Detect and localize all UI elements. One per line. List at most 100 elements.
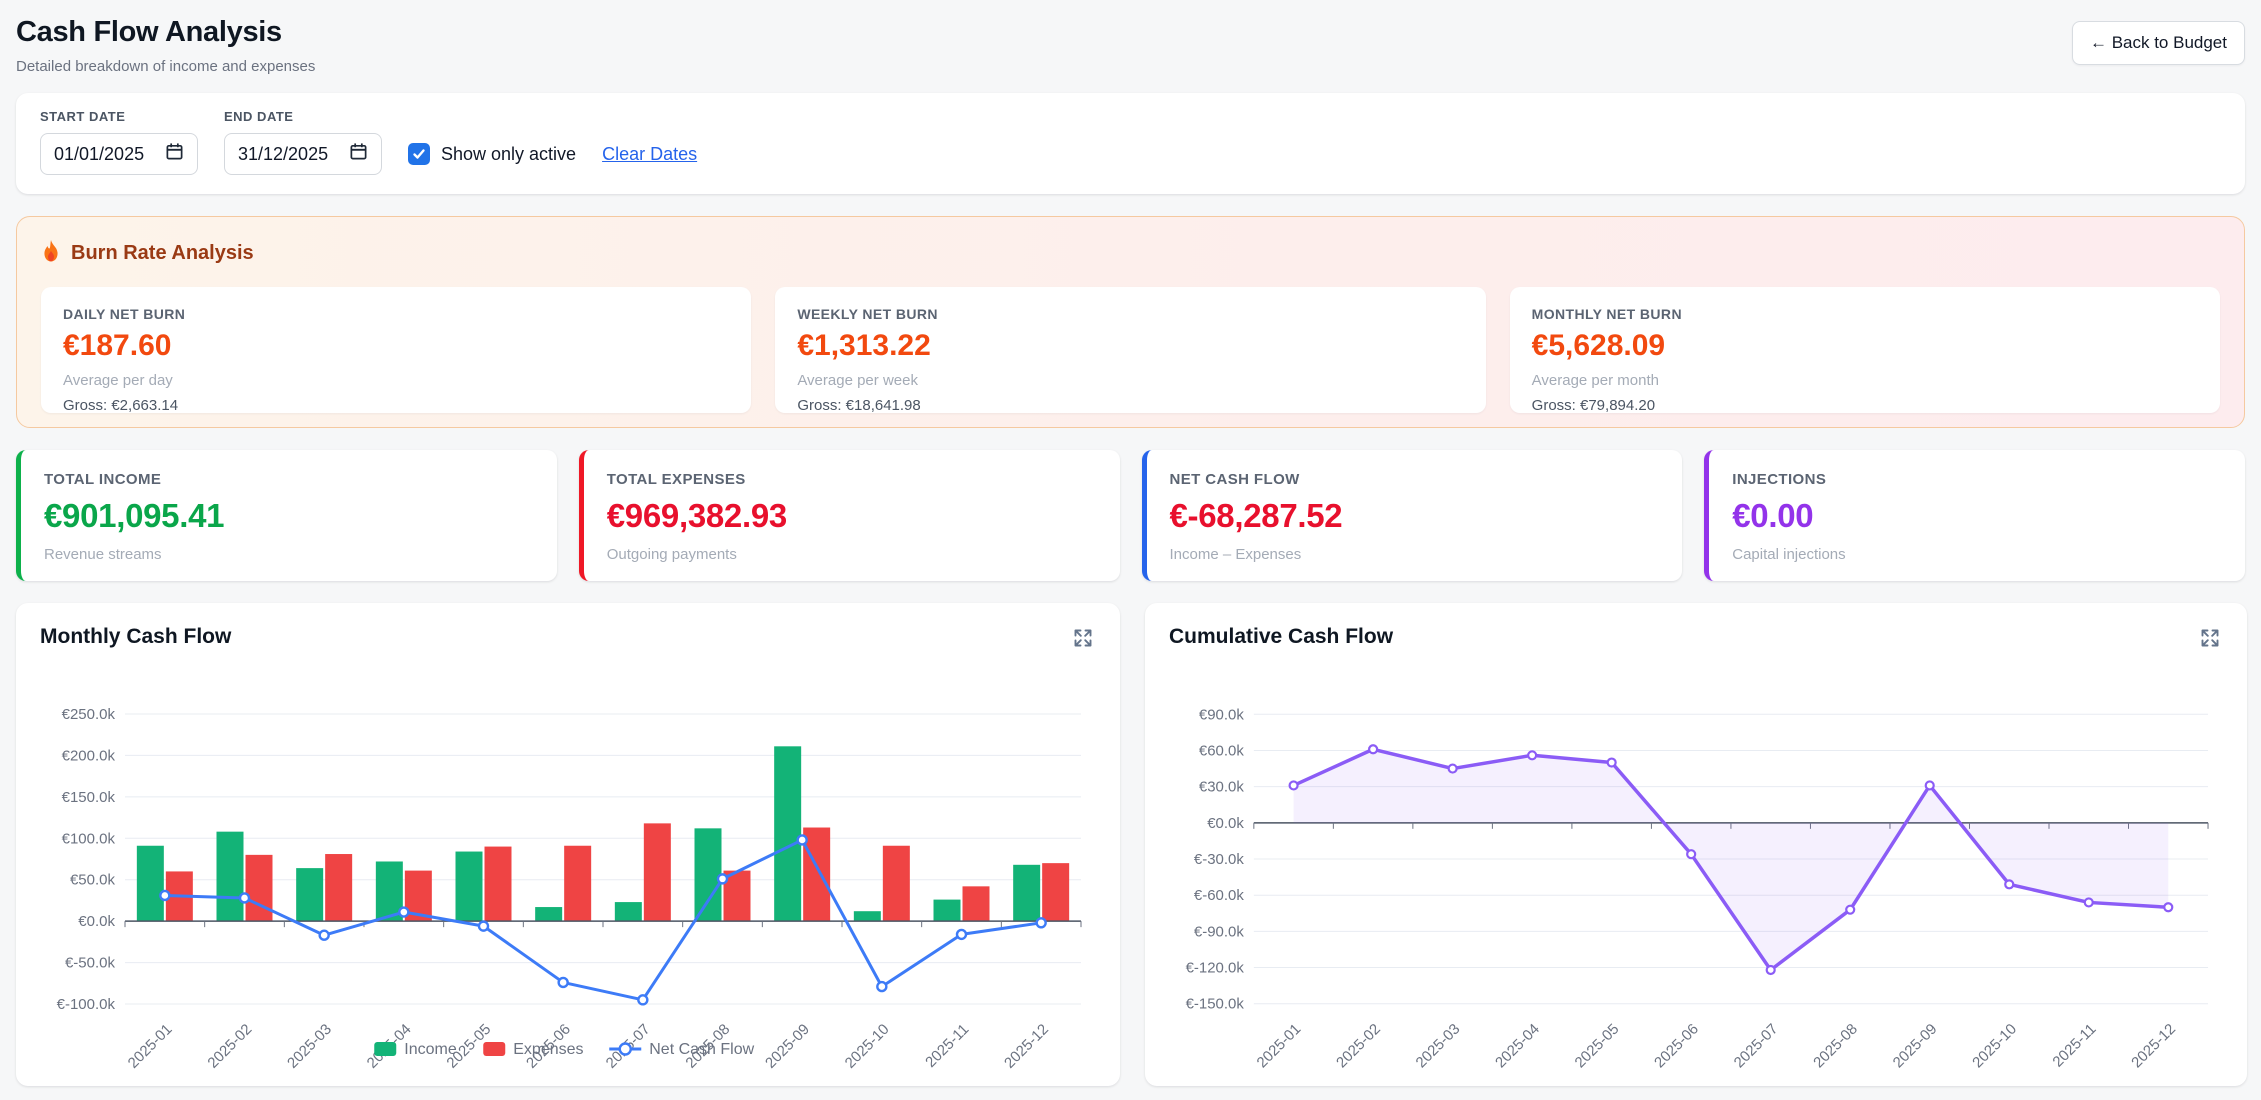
svg-text:2025-01: 2025-01	[125, 1021, 176, 1072]
svg-text:€60.0k: €60.0k	[1199, 742, 1244, 759]
svg-text:€150.0k: €150.0k	[62, 789, 116, 806]
end-date-value: 31/12/2025	[238, 144, 328, 165]
summary-card-value: €901,095.41	[44, 497, 534, 535]
show-only-active-label: Show only active	[441, 144, 576, 165]
summary-card-sub: Income – Expenses	[1170, 546, 1660, 563]
daily-net-burn-card: DAILY NET BURN €187.60 Average per day G…	[41, 287, 751, 413]
svg-text:Income: Income	[404, 1041, 457, 1058]
page-header: Cash Flow Analysis Detailed breakdown of…	[16, 16, 2245, 75]
total-income-card: TOTAL INCOME €901,095.41 Revenue streams	[16, 450, 557, 581]
svg-text:€0.0k: €0.0k	[78, 913, 115, 930]
chart-title: Cumulative Cash Flow	[1169, 625, 1393, 649]
svg-text:2025-03: 2025-03	[1413, 1021, 1464, 1072]
burn-card-sub: Average per week	[797, 372, 1463, 389]
injections-card: INJECTIONS €0.00 Capital injections	[1704, 450, 2245, 581]
end-date-label: END DATE	[224, 109, 382, 124]
svg-text:2025-06: 2025-06	[1651, 1021, 1702, 1072]
monthly-cash-flow-card: Monthly Cash Flow €250.0k€200.0k€150.0k€…	[16, 603, 1120, 1086]
svg-text:2025-04: 2025-04	[1492, 1021, 1543, 1072]
summary-card-sub: Outgoing payments	[607, 546, 1097, 563]
burn-card-value: €187.60	[63, 329, 729, 363]
summary-card-label: NET CASH FLOW	[1170, 471, 1660, 488]
start-date-value: 01/01/2025	[54, 144, 144, 165]
page-subtitle: Detailed breakdown of income and expense…	[16, 58, 315, 75]
cumulative-cash-flow-card: Cumulative Cash Flow €90.0k €60.0k €30.0k €…	[1145, 603, 2247, 1086]
end-date-field: END DATE 31/12/2025	[224, 109, 382, 175]
expand-icon[interactable]	[2197, 625, 2223, 654]
svg-text:€90.0k: €90.0k	[1199, 706, 1244, 723]
burn-card-label: MONTHLY NET BURN	[1532, 306, 2198, 322]
svg-text:2025-05: 2025-05	[1572, 1021, 1623, 1072]
svg-text:2025-11: 2025-11	[2049, 1021, 2099, 1071]
svg-text:€200.0k: €200.0k	[62, 747, 116, 764]
summary-card-value: €969,382.93	[607, 497, 1097, 535]
back-to-budget-button[interactable]: ← Back to Budget	[2072, 21, 2245, 65]
svg-text:€250.0k: €250.0k	[62, 706, 116, 723]
burn-card-sub: Average per month	[1532, 372, 2198, 389]
page-title: Cash Flow Analysis	[16, 16, 315, 49]
svg-text:2025-10: 2025-10	[1969, 1021, 2020, 1072]
cumulative-cash-flow-chart: €90.0k€60.0k€30.0k€0.0k€-30.0k€-60.0k€-9…	[1169, 662, 2223, 1079]
svg-text:2025-09: 2025-09	[1890, 1021, 1941, 1072]
check-icon	[412, 147, 426, 161]
svg-text:2025-01: 2025-01	[1254, 1021, 1305, 1072]
svg-text:2025-12: 2025-12	[2128, 1021, 2179, 1072]
chart-header: Monthly Cash Flow	[40, 625, 1096, 654]
svg-text:2025-08: 2025-08	[1810, 1021, 1861, 1072]
svg-text:€-100.0k: €-100.0k	[57, 996, 116, 1013]
svg-text:2025-11: 2025-11	[922, 1021, 972, 1071]
flame-icon	[41, 239, 61, 268]
net-cash-flow-card: NET CASH FLOW €-68,287.52 Income – Expen…	[1142, 450, 1683, 581]
expand-icon[interactable]	[1070, 625, 1096, 654]
summary-card-sub: Revenue streams	[44, 546, 534, 563]
start-date-input[interactable]: 01/01/2025	[40, 133, 198, 175]
burn-card-gross: Gross: €18,641.98	[797, 397, 1463, 414]
calendar-icon[interactable]	[349, 142, 368, 166]
burn-card-label: DAILY NET BURN	[63, 306, 729, 322]
monthly-cash-flow-chart: €250.0k €200.0k €150.0k €100.0k €50.0k €0.0k €…	[40, 662, 1096, 1079]
svg-text:€-50.0k: €-50.0k	[65, 955, 116, 972]
show-only-active-checkbox[interactable]	[408, 143, 430, 165]
burn-rate-cards: DAILY NET BURN €187.60 Average per day G…	[41, 287, 2220, 413]
show-only-active-row: Show only active	[408, 133, 576, 175]
summary-card-label: INJECTIONS	[1732, 471, 2222, 488]
svg-text:Expenses: Expenses	[513, 1041, 583, 1058]
svg-text:2025-12: 2025-12	[1001, 1021, 1052, 1072]
start-date-label: START DATE	[40, 109, 198, 124]
summary-card-value: €-68,287.52	[1170, 497, 1660, 535]
svg-text:€100.0k: €100.0k	[62, 830, 116, 847]
monthly-net-burn-card: MONTHLY NET BURN €5,628.09 Average per m…	[1510, 287, 2220, 413]
end-date-input[interactable]: 31/12/2025	[224, 133, 382, 175]
svg-text:€-30.0k: €-30.0k	[1194, 851, 1244, 868]
chart-header: Cumulative Cash Flow	[1169, 625, 2223, 654]
svg-text:2025-03: 2025-03	[284, 1021, 335, 1072]
weekly-net-burn-card: WEEKLY NET BURN €1,313.22 Average per we…	[775, 287, 1485, 413]
svg-text:€0.0k: €0.0k	[1207, 815, 1244, 832]
burn-rate-title: Burn Rate Analysis	[71, 242, 254, 265]
summary-cards: TOTAL INCOME €901,095.41 Revenue streams…	[16, 450, 2245, 581]
chart-title: Monthly Cash Flow	[40, 625, 231, 649]
summary-card-label: TOTAL EXPENSES	[607, 471, 1097, 488]
date-filter-bar: START DATE 01/01/2025 END DATE 31/12/202…	[16, 93, 2245, 194]
total-expenses-card: TOTAL EXPENSES €969,382.93 Outgoing paym…	[579, 450, 1120, 581]
burn-card-sub: Average per day	[63, 372, 729, 389]
burn-card-value: €1,313.22	[797, 329, 1463, 363]
svg-text:2025-02: 2025-02	[1333, 1021, 1384, 1072]
charts-row: Monthly Cash Flow €250.0k€200.0k€150.0k€…	[16, 603, 2245, 1086]
clear-dates-link[interactable]: Clear Dates	[602, 133, 697, 175]
calendar-icon[interactable]	[165, 142, 184, 166]
svg-text:€50.0k: €50.0k	[70, 872, 116, 889]
burn-rate-header: Burn Rate Analysis	[41, 239, 2220, 268]
svg-text:2025-02: 2025-02	[204, 1021, 255, 1072]
start-date-field: START DATE 01/01/2025	[40, 109, 198, 175]
svg-text:€-150.0k: €-150.0k	[1186, 996, 1245, 1013]
burn-card-gross: Gross: €2,663.14	[63, 397, 729, 414]
burn-rate-section: Burn Rate Analysis DAILY NET BURN €187.6…	[16, 216, 2245, 428]
summary-card-sub: Capital injections	[1732, 546, 2222, 563]
summary-card-label: TOTAL INCOME	[44, 471, 534, 488]
svg-text:2025-07: 2025-07	[1731, 1021, 1782, 1072]
summary-card-value: €0.00	[1732, 497, 2222, 535]
burn-card-label: WEEKLY NET BURN	[797, 306, 1463, 322]
svg-text:€30.0k: €30.0k	[1199, 779, 1244, 796]
svg-text:€-90.0k: €-90.0k	[1194, 923, 1244, 940]
